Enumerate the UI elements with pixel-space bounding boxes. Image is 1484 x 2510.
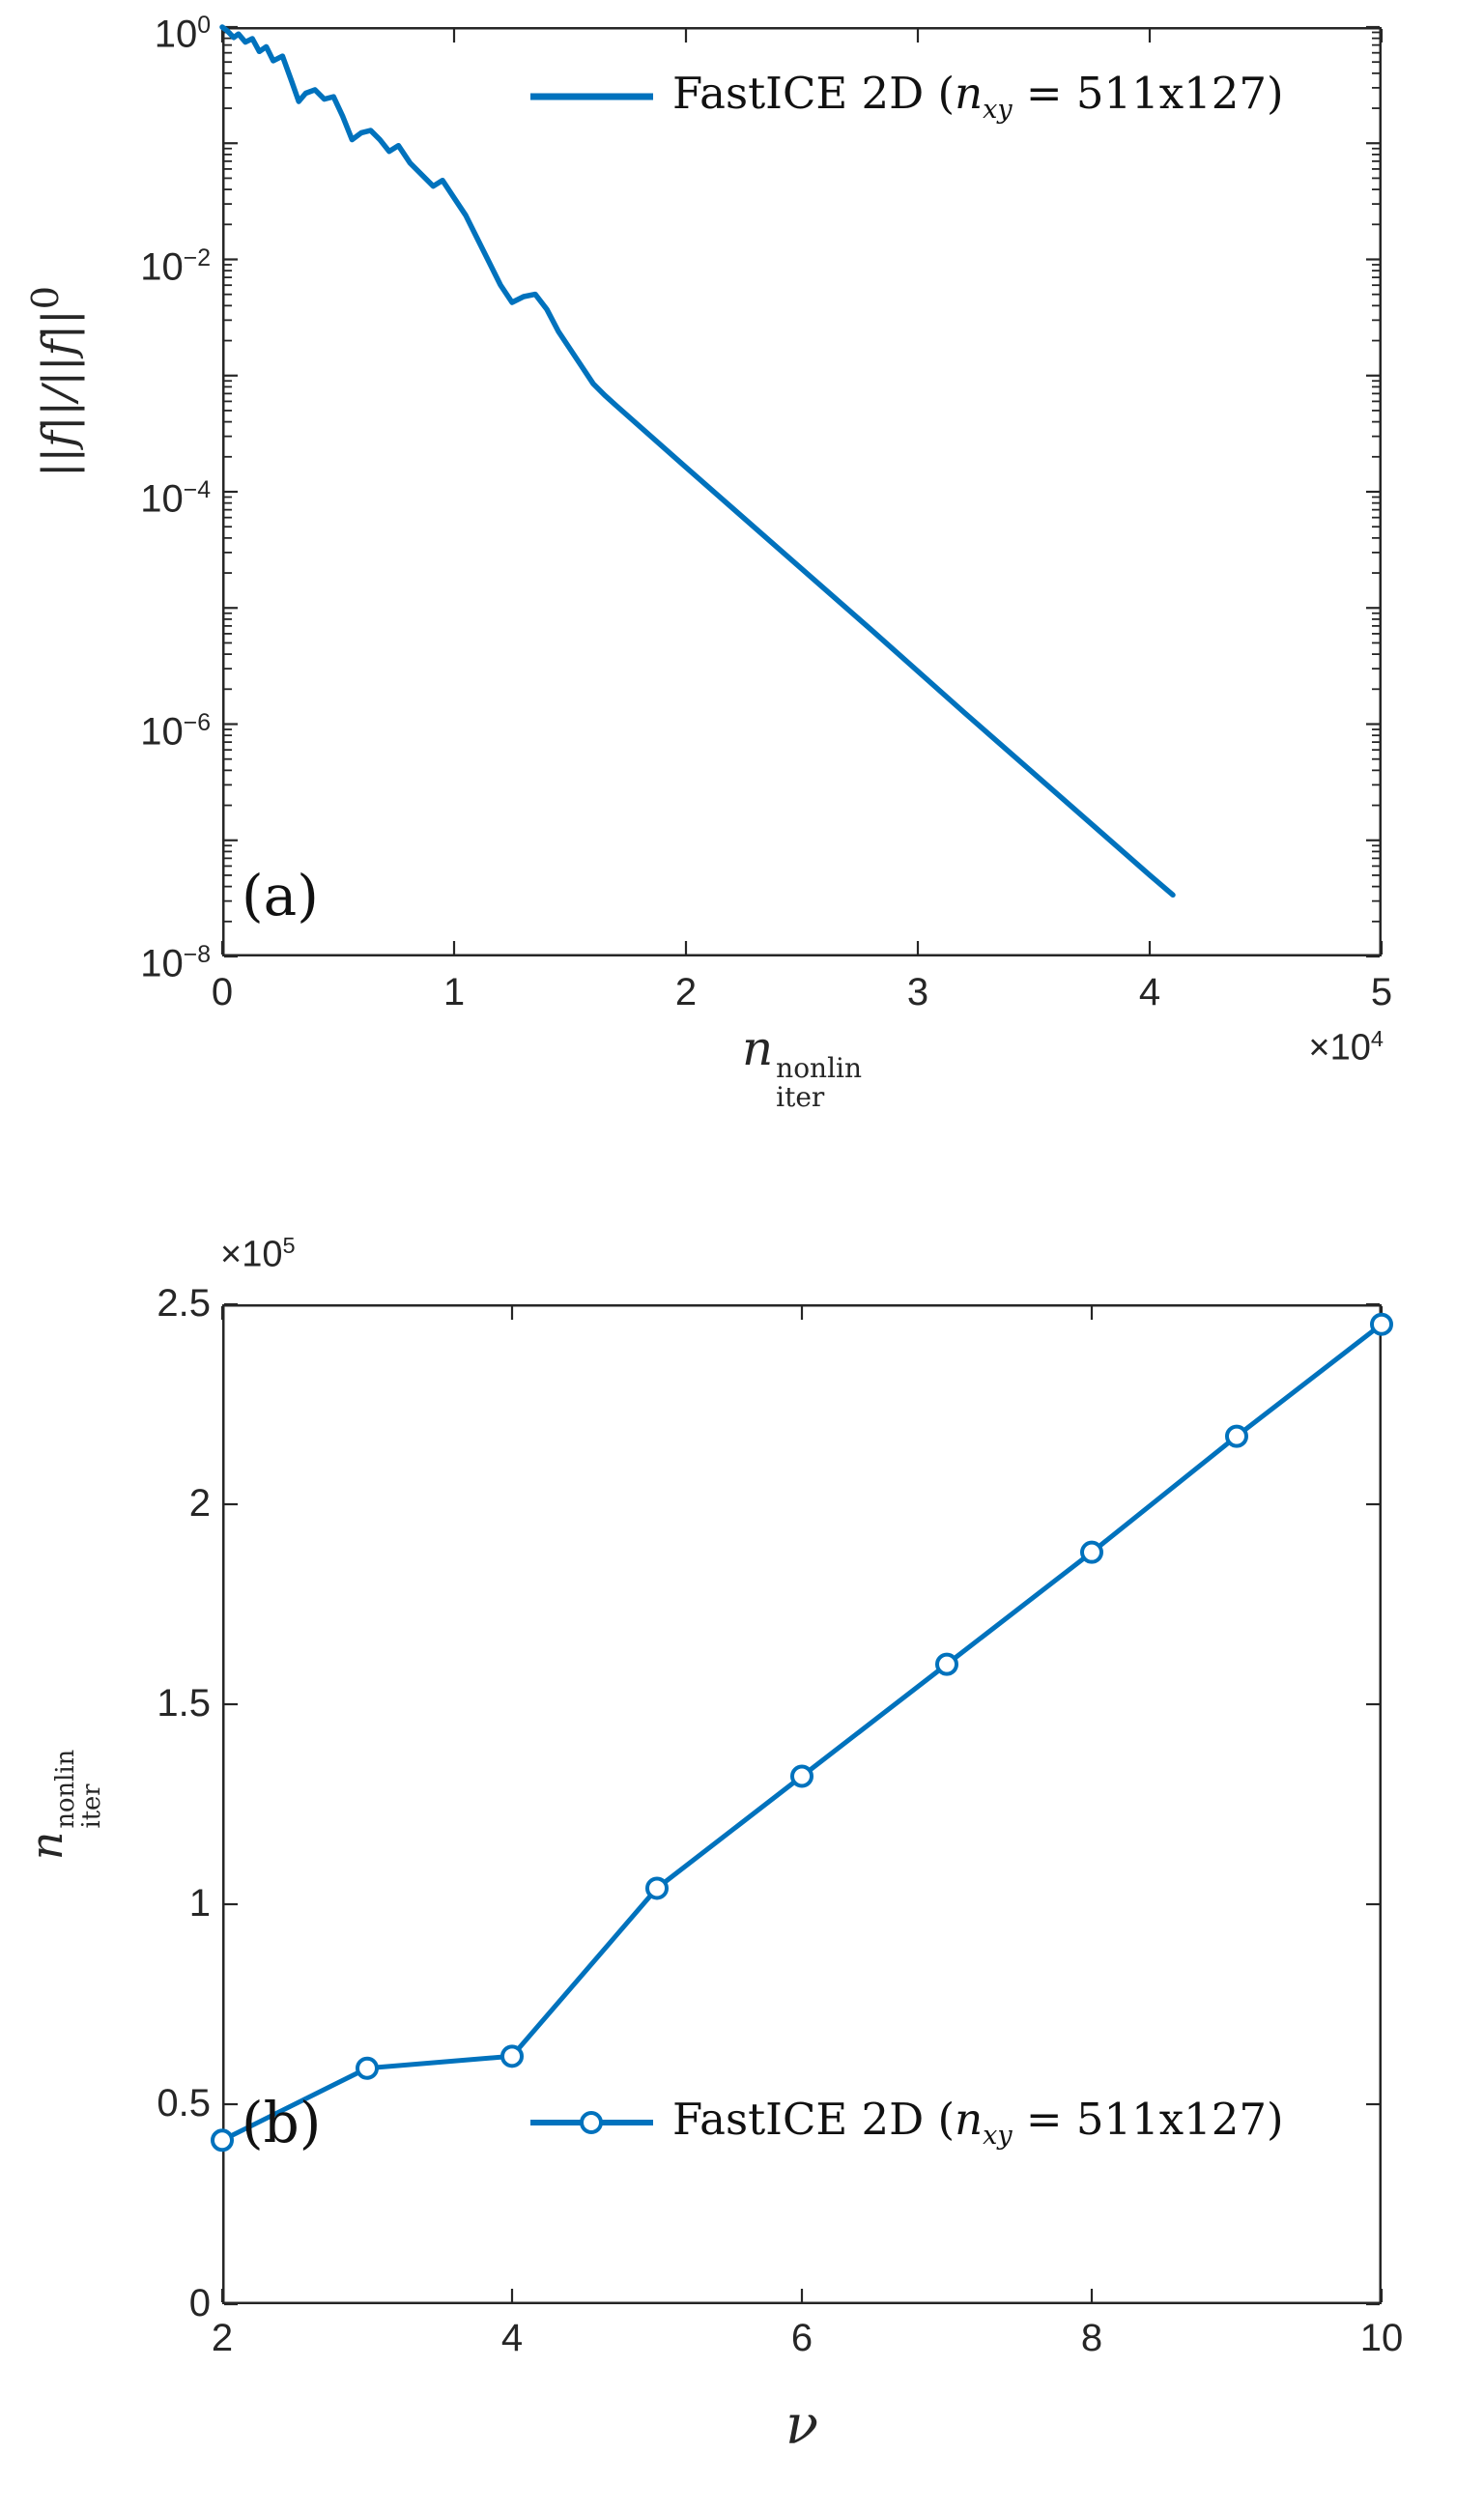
legend-label-var: n: [955, 2094, 984, 2145]
panel-b-x-axis-label: ν: [785, 2394, 819, 2457]
panel-a-x-tick-label: 3: [906, 971, 929, 1013]
axes-box: [222, 27, 1382, 956]
panel-b-plot-area: [211, 1302, 1393, 2306]
panel-b-x-tick-label: 10: [1359, 2317, 1404, 2359]
panel-a-legend-label: FastICE 2D (nxy = 511x127): [672, 68, 1284, 125]
panel-a-y-tick-label: 10−8: [140, 942, 211, 985]
data-marker: [935, 1652, 958, 1676]
panel-a-x-axis-multiplier: ×104: [1285, 1026, 1384, 1070]
panel-a-label: (a): [242, 863, 319, 928]
panel-b-y-tick-label: 1: [188, 1882, 211, 1925]
panel-b-y-axis-multiplier-exp: 5: [282, 1233, 296, 1258]
panel-b-y-axis-label-base: n: [20, 1831, 72, 1861]
panel-b-y-axis-multiplier-base: ×10: [220, 1234, 283, 1275]
data-marker: [211, 2128, 234, 2153]
panel-b-y-tick-label: 0.5: [157, 2082, 211, 2125]
panel-b-x-tick-label: 6: [790, 2317, 813, 2359]
panel-a-x-axis-multiplier-base: ×10: [1308, 1027, 1371, 1069]
panel-b-y-axis-multiplier: ×105: [220, 1233, 296, 1276]
panel-a-x-axis-label-sup: nonlin: [776, 1051, 863, 1084]
panel-b-y-axis-label-sup: nonlin: [50, 1749, 80, 1829]
data-marker: [500, 2044, 524, 2068]
legend-label-var-sub: xy: [983, 2121, 1013, 2151]
data-marker: [1225, 1424, 1248, 1448]
data-marker: [1370, 1312, 1393, 1336]
panel-b-y-tick-label: 1.5: [157, 1682, 211, 1725]
axes-box: [222, 1304, 1382, 2304]
data-marker: [645, 1876, 669, 1900]
data-marker: [356, 2056, 379, 2080]
panel-b-y-tick-label: 2.5: [157, 1282, 211, 1325]
panel-a-x-axis-multiplier-exp: 4: [1370, 1026, 1384, 1051]
legend-label-post: = 511x127): [1012, 2094, 1284, 2145]
panel-b-y-tick-label: 0: [188, 2282, 211, 2325]
series-line-fastice2d: [219, 24, 1176, 898]
panel-a-x-axis-label: n nonlin iter: [560, 1020, 1043, 1112]
panel-b-x-tick-label: 4: [500, 2317, 524, 2359]
panel-a-y-tick-label: 100: [154, 13, 211, 56]
panel-a-x-tick-label: 0: [211, 971, 234, 1013]
panel-b-legend-label: FastICE 2D (nxy = 511x127): [672, 2094, 1284, 2151]
panel-a-y-axis-label: ||f||/||f||0: [17, 43, 84, 720]
panel-b-x-tick-label: 2: [211, 2317, 234, 2359]
legend-line-marker-sample-icon: [530, 2110, 653, 2134]
legend-label-pre: FastICE 2D (: [672, 2094, 956, 2145]
panel-b-y-tick-label: 2: [188, 1482, 211, 1525]
panel-a-y-tick-label: 10−4: [140, 477, 211, 521]
panel-a-plot-area: [219, 24, 1384, 958]
panel-b-x-tick-label: 8: [1080, 2317, 1103, 2359]
panel-b-label: (b): [242, 2090, 322, 2155]
legend-label-var-sub: xy: [983, 95, 1013, 125]
legend-line-sample-icon: [530, 93, 653, 100]
panel-a-x-tick-label: 2: [674, 971, 698, 1013]
panel-a-y-tick-label: 10−6: [140, 709, 211, 753]
legend-label-post: = 511x127): [1012, 68, 1284, 119]
panel-b-y-axis-label: n nonlin iter: [17, 1467, 106, 2143]
panel-a-x-tick-label: 1: [442, 971, 466, 1013]
panel-a-x-tick-label: 4: [1138, 971, 1161, 1013]
series-line-fastice2d: [219, 1322, 1384, 2143]
panel-b-y-axis-label-scripts: nonlin iter: [50, 1749, 107, 1829]
legend-label-pre: FastICE 2D (: [672, 68, 956, 119]
panel-a-legend: FastICE 2D (nxy = 511x127): [527, 68, 1284, 125]
panel-a-x-axis-label-scripts: nonlin iter: [776, 1051, 863, 1113]
data-marker: [790, 1764, 813, 1788]
panel-a-x-axis-label-base: n: [741, 1020, 774, 1076]
legend-label-var: n: [955, 68, 984, 119]
panel-a-x-axis-label-sub: iter: [776, 1080, 825, 1113]
panel-a-x-tick-label: 5: [1370, 971, 1393, 1013]
panel-a-y-axis-label-text: ||f||/||f||: [32, 309, 85, 477]
panel-a-y-axis-label-sup: 0: [24, 286, 68, 310]
panel-b-y-axis-label-sub: iter: [77, 1783, 107, 1829]
panel-b-legend: FastICE 2D (nxy = 511x127): [527, 2094, 1284, 2151]
panel-a-y-tick-label: 10−2: [140, 244, 211, 288]
data-marker: [1080, 1540, 1103, 1564]
